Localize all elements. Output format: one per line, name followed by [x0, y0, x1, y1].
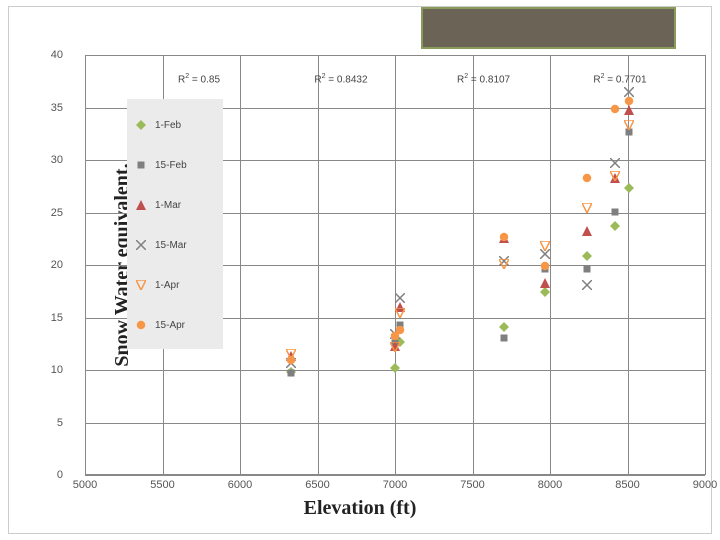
ytick-label: 15 [33, 312, 63, 324]
xtick-label: 9000 [693, 479, 717, 491]
data-point [499, 229, 509, 247]
xtick-label: 6500 [305, 479, 329, 491]
xtick-label: 8000 [538, 479, 562, 491]
ytick-label: 0 [33, 469, 63, 481]
data-point [390, 360, 400, 378]
r2-annotation: R2 = 0.8432 [314, 73, 367, 85]
legend-label: 15-Apr [155, 320, 185, 331]
legend-item: 1-Feb [133, 105, 217, 145]
legend-item: 15-Feb [133, 145, 217, 185]
r2-annotation: R2 = 0.85 [178, 73, 220, 85]
plot-area: R2 = 0.85 R2 = 0.8432 R2 = 0.8107 R2 = 0.77… [85, 55, 705, 475]
xtick-label: 5000 [73, 479, 97, 491]
x-axis-label: Elevation (ft) [9, 497, 711, 520]
ytick-label: 30 [33, 154, 63, 166]
circle-icon [133, 317, 149, 333]
legend-label: 1-Apr [155, 280, 179, 291]
r2-annotation: R2 = 0.8107 [457, 73, 510, 85]
data-point [610, 101, 620, 119]
diamond-icon [133, 117, 149, 133]
xtick-label: 7000 [383, 479, 407, 491]
data-point [582, 200, 592, 218]
ytick-label: 40 [33, 49, 63, 61]
data-point [582, 170, 592, 188]
data-point [286, 352, 296, 370]
ytick-label: 10 [33, 364, 63, 376]
data-point [624, 93, 634, 111]
data-point [540, 258, 550, 276]
legend-label: 15-Feb [155, 160, 187, 171]
data-point [395, 322, 405, 340]
legend-label: 15-Mar [155, 240, 187, 251]
legend-label: 1-Feb [155, 120, 181, 131]
triangle-icon [133, 197, 149, 213]
data-point [540, 238, 550, 256]
xtick-label: 8500 [615, 479, 639, 491]
xtick-label: 5500 [150, 479, 174, 491]
ytick-label: 25 [33, 207, 63, 219]
legend-label: 1-Mar [155, 200, 181, 211]
slide-frame: Snow Water equivalent. Elevation (ft) R2… [8, 6, 712, 534]
gridline-v [395, 55, 396, 475]
data-point [582, 277, 592, 295]
data-point [540, 275, 550, 293]
data-point [499, 330, 509, 348]
xtick-label: 6000 [228, 479, 252, 491]
legend-item: 15-Mar [133, 225, 217, 265]
r2-annotation: R2 = 0.7701 [593, 73, 646, 85]
data-point [499, 256, 509, 274]
gridline-v [705, 55, 706, 475]
data-point [610, 204, 620, 222]
legend: 1-Feb 15-Feb 1-Mar 15-Mar 1-Apr 15-Apr [127, 99, 223, 349]
triangle-down-icon [133, 277, 149, 293]
xtick-label: 7500 [460, 479, 484, 491]
gridline-v [85, 55, 86, 475]
legend-item: 1-Mar [133, 185, 217, 225]
data-point [624, 117, 634, 135]
data-point [610, 168, 620, 186]
gridline-v [473, 55, 474, 475]
data-point [624, 180, 634, 198]
ytick-label: 20 [33, 259, 63, 271]
legend-item: 15-Apr [133, 305, 217, 345]
ytick-label: 35 [33, 102, 63, 114]
data-point [395, 305, 405, 323]
legend-item: 1-Apr [133, 265, 217, 305]
data-point [582, 223, 592, 241]
gridline-h [85, 475, 705, 476]
title-banner [421, 7, 676, 49]
gridline-v [318, 55, 319, 475]
gridline-v [240, 55, 241, 475]
x-icon [133, 237, 149, 253]
ytick-label: 5 [33, 417, 63, 429]
square-icon [133, 157, 149, 173]
